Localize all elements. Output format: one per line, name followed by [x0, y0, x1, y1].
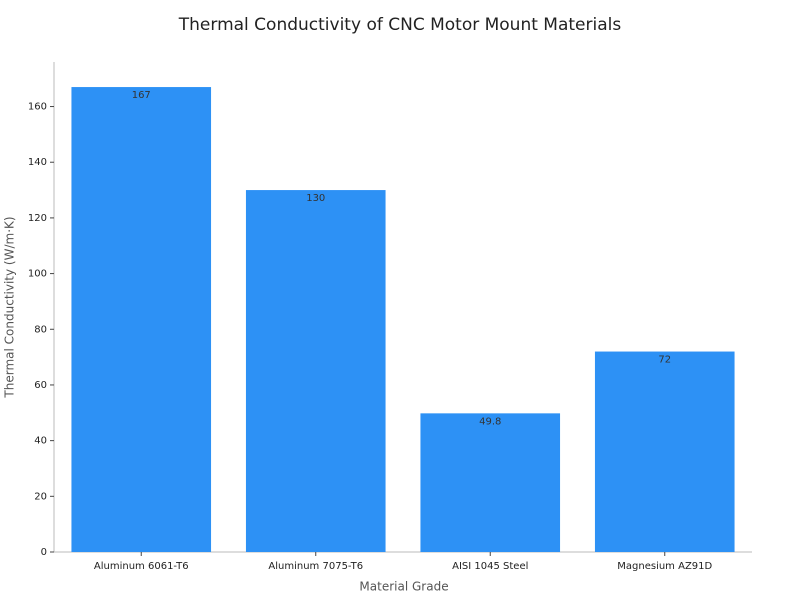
y-tick-label: 20 — [34, 491, 47, 502]
y-tick-label: 80 — [34, 324, 47, 335]
bar — [245, 190, 386, 552]
x-axis-label: Material Grade — [359, 580, 448, 594]
y-tick-label: 160 — [28, 102, 47, 113]
y-tick-label: 60 — [34, 380, 47, 391]
y-axis-label: Thermal Conductivity (W/m·K) — [3, 216, 17, 398]
x-tick-label: AISI 1045 Steel — [452, 561, 528, 572]
y-tick-label: 100 — [28, 269, 47, 280]
x-tick-label: Aluminum 6061-T6 — [94, 561, 189, 572]
x-tick-label: Magnesium AZ91D — [617, 561, 712, 572]
bar — [71, 87, 212, 552]
data-label: 72 — [658, 355, 671, 366]
bar — [594, 351, 735, 552]
y-tick-label: 40 — [34, 436, 47, 447]
y-tick-label: 120 — [28, 213, 47, 224]
data-label: 167 — [132, 90, 151, 101]
y-tick-label: 140 — [28, 157, 47, 168]
y-tick-label: 0 — [41, 547, 47, 558]
bar — [420, 413, 561, 552]
data-label: 130 — [306, 193, 325, 204]
chart-title: Thermal Conductivity of CNC Motor Mount … — [178, 15, 622, 35]
x-tick-label: Aluminum 7075-T6 — [268, 561, 363, 572]
data-label: 49.8 — [479, 416, 501, 427]
